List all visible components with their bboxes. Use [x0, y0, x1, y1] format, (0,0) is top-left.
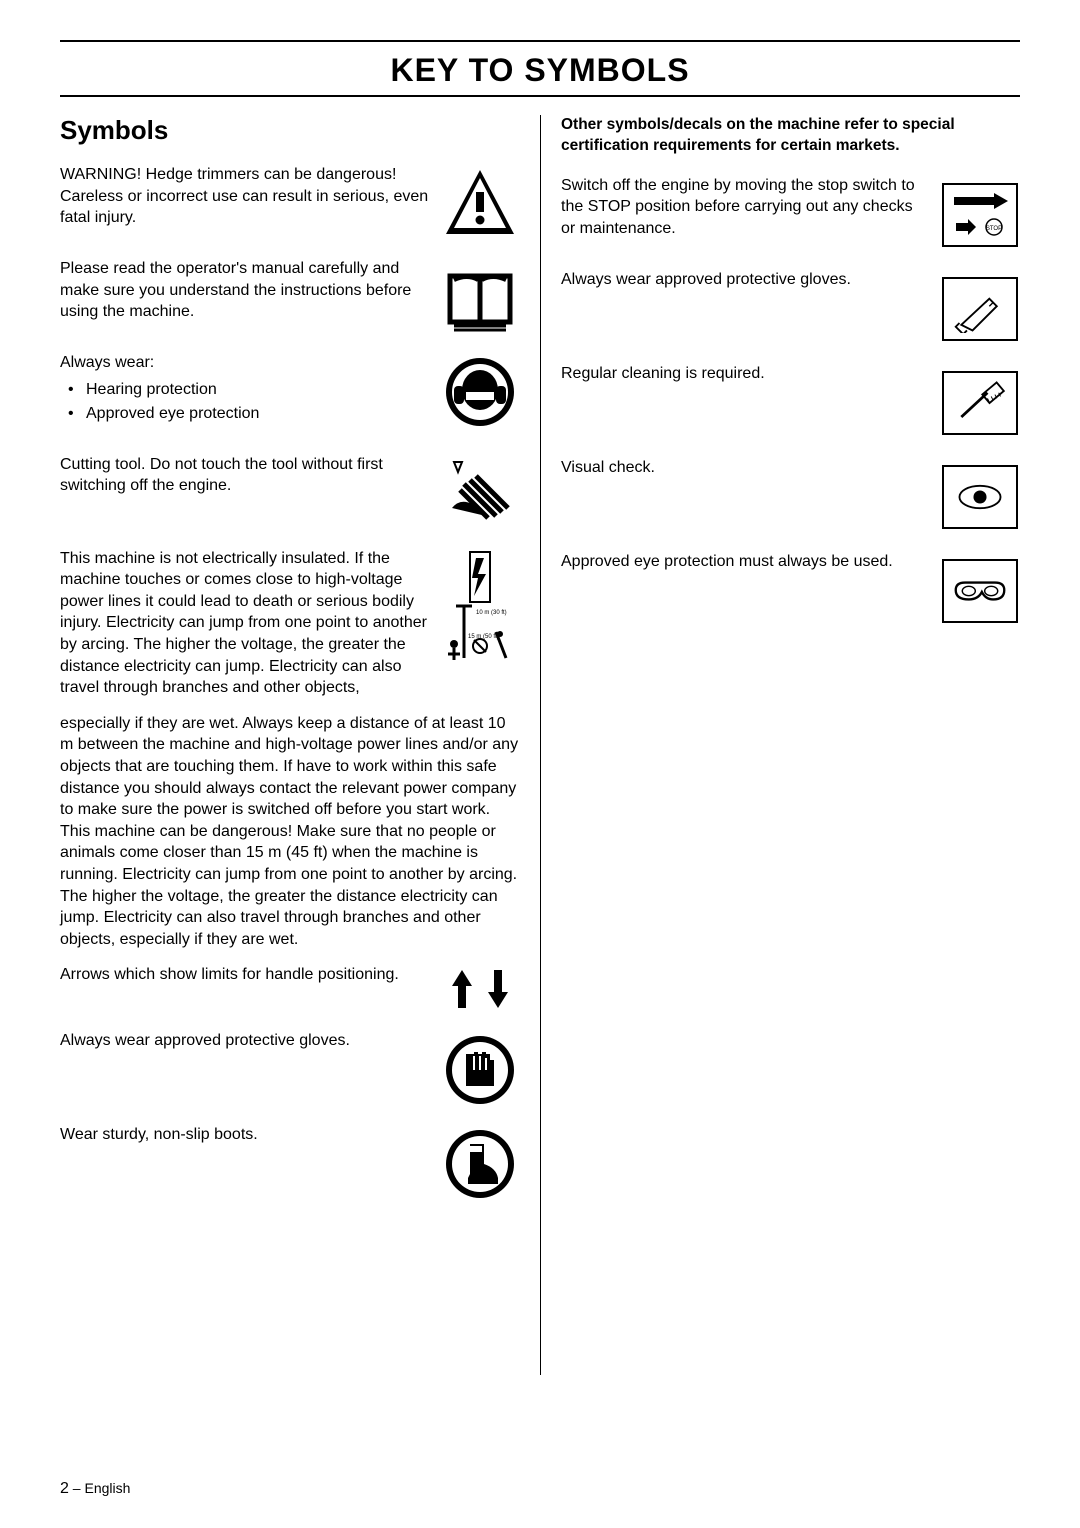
text-visual: Visual check.	[561, 457, 930, 479]
goggles-icon	[940, 551, 1020, 631]
handle-arrows-icon	[440, 964, 520, 1016]
svg-text:15 m (50 ft): 15 m (50 ft)	[468, 634, 499, 640]
left-column: Symbols WARNING! Hedge trimmers can be d…	[60, 115, 540, 1375]
cutting-tool-icon	[440, 454, 520, 534]
text-warning: WARNING! Hedge trimmers can be dangerous…	[60, 164, 430, 229]
gloves-icon	[440, 1030, 520, 1110]
label-always-wear: Always wear:	[60, 352, 430, 374]
page-footer: 2 – English	[60, 1480, 130, 1498]
text-electrical-long: especially if they are wet. Always keep …	[60, 713, 520, 951]
bullet-eye: Approved eye protection	[64, 402, 430, 426]
boots-icon	[440, 1124, 520, 1204]
svg-text:10 m (30 ft): 10 m (30 ft)	[476, 610, 507, 616]
right-column: Other symbols/decals on the machine refe…	[540, 115, 1020, 1375]
stop-switch-icon: STOP	[940, 175, 1020, 255]
cleaning-brush-icon	[940, 363, 1020, 443]
text-cleaning: Regular cleaning is required.	[561, 363, 930, 385]
svg-text:STOP: STOP	[985, 226, 1001, 232]
text-gloves-left: Always wear approved protective gloves.	[60, 1030, 430, 1052]
page-number: 2	[60, 1480, 69, 1497]
gloves-outline-icon	[940, 269, 1020, 349]
electrical-hazard-icon: 10 m (30 ft) 15 m (50 ft)	[440, 548, 520, 668]
page-language: English	[84, 1480, 130, 1496]
hearing-eye-protection-icon	[440, 352, 520, 432]
visual-check-icon	[940, 457, 1020, 537]
text-cert-note: Other symbols/decals on the machine refe…	[561, 115, 1020, 157]
text-boots: Wear sturdy, non-slip boots.	[60, 1124, 430, 1146]
bullet-hearing: Hearing protection	[64, 378, 430, 402]
text-switch-off: Switch off the engine by moving the stop…	[561, 175, 930, 240]
text-manual: Please read the operator's manual carefu…	[60, 258, 430, 323]
text-cutting-tool: Cutting tool. Do not touch the tool with…	[60, 454, 430, 497]
text-arrows: Arrows which show limits for handle posi…	[60, 964, 430, 986]
text-eye-protection: Approved eye protection must always be u…	[561, 551, 930, 573]
warning-triangle-icon	[440, 164, 520, 244]
text-gloves-right: Always wear approved protective gloves.	[561, 269, 930, 291]
section-heading-symbols: Symbols	[60, 115, 520, 146]
text-electrical-short: This machine is not electrically insulat…	[60, 548, 430, 699]
page-title: KEY TO SYMBOLS	[60, 50, 1020, 97]
manual-book-icon	[440, 258, 520, 338]
